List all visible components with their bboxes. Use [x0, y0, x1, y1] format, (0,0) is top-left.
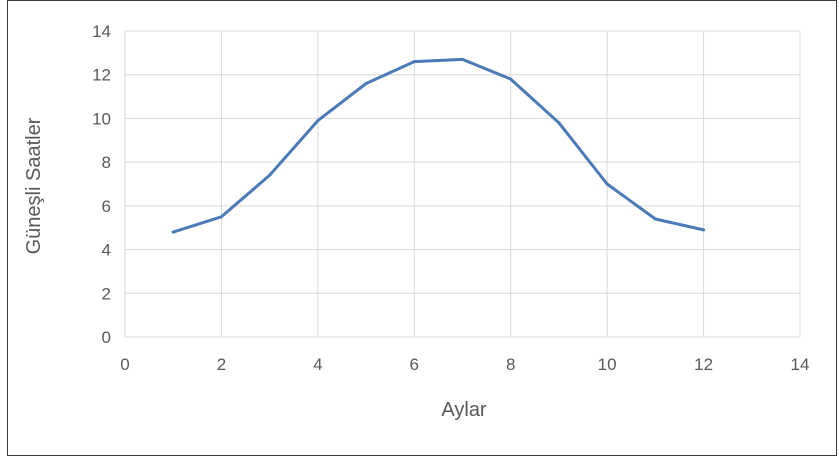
x-tick-label: 4: [313, 355, 322, 374]
data-point: [461, 57, 464, 61]
y-tick-label: 10: [92, 109, 111, 128]
data-point: [557, 121, 561, 125]
x-tick-label: 8: [506, 355, 515, 374]
y-tick-label: 6: [102, 197, 111, 216]
data-point: [268, 173, 272, 177]
y-tick-label: 12: [92, 66, 111, 85]
y-tick-label: 8: [102, 153, 111, 172]
series-line: [171, 57, 706, 234]
y-tick-label: 4: [102, 241, 111, 260]
data-point: [316, 119, 320, 123]
data-point: [219, 215, 223, 219]
data-point: [171, 230, 175, 234]
y-tick-label: 14: [92, 22, 111, 41]
data-point: [653, 217, 657, 221]
line-chart: 0 2 4 6 8 10 12 14 0 2 4 6 8 10 12 14 Aylar Güneşli Saa…: [23, 22, 809, 421]
data-point: [412, 60, 416, 64]
y-axis-label: Güneşli Saatler: [23, 117, 45, 254]
x-tick-label: 14: [791, 355, 810, 374]
chart-frame: 0 2 4 6 8 10 12 14 0 2 4 6 8 10 12 14 Aylar Güneşli Saa…: [7, 0, 837, 456]
gridlines: [124, 30, 801, 338]
data-point: [702, 228, 706, 232]
x-tick-label: 2: [217, 355, 226, 374]
y-tick-label: 2: [102, 284, 111, 303]
y-tick-label: 0: [102, 328, 111, 347]
data-point: [509, 77, 513, 81]
x-tick-label: 6: [410, 355, 419, 374]
data-point: [605, 182, 609, 186]
x-tick-label: 10: [598, 355, 617, 374]
tick-labels: 0 2 4 6 8 10 12 14 0 2 4 6 8 10 12 14: [92, 22, 809, 374]
x-tick-label: 12: [694, 355, 713, 374]
x-tick-label: 0: [120, 355, 129, 374]
data-point: [364, 81, 368, 85]
series-layer: [171, 57, 706, 234]
x-axis-label: Aylar: [441, 399, 487, 421]
